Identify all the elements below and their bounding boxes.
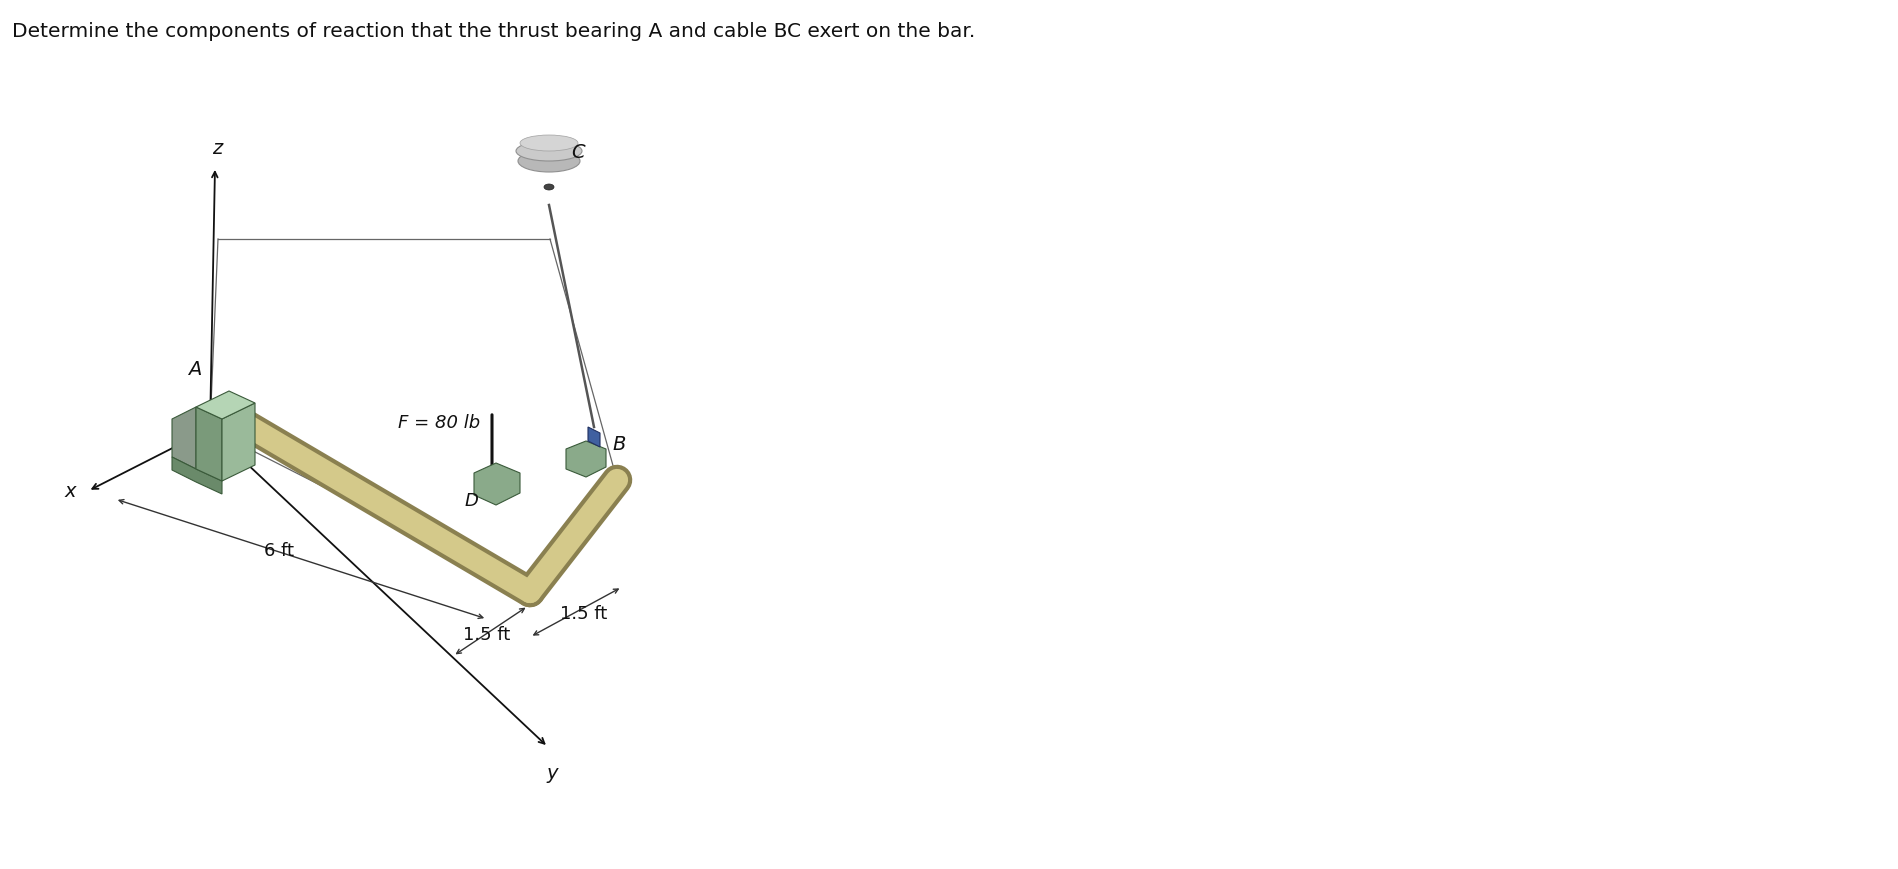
Text: F = 80 lb: F = 80 lb — [399, 414, 480, 432]
Ellipse shape — [516, 142, 583, 162]
Text: 1.5 ft: 1.5 ft — [560, 604, 607, 622]
Polygon shape — [222, 403, 254, 481]
Polygon shape — [566, 441, 605, 477]
Text: C: C — [571, 143, 585, 162]
Polygon shape — [195, 408, 222, 481]
Text: 1.5 ft: 1.5 ft — [463, 626, 511, 643]
Text: 6 ft: 6 ft — [264, 541, 294, 560]
Polygon shape — [588, 428, 600, 448]
Ellipse shape — [518, 151, 581, 173]
Text: y: y — [547, 763, 558, 782]
Text: z: z — [213, 139, 222, 158]
Polygon shape — [173, 408, 195, 469]
Text: B: B — [611, 434, 624, 454]
Polygon shape — [474, 463, 520, 506]
Text: x: x — [65, 482, 76, 501]
Polygon shape — [173, 457, 222, 494]
Text: D: D — [465, 492, 478, 509]
Text: A: A — [188, 360, 201, 379]
Ellipse shape — [520, 136, 579, 152]
Ellipse shape — [545, 185, 554, 191]
Polygon shape — [195, 392, 254, 420]
Text: Determine the components of reaction that the thrust bearing A and cable BC exer: Determine the components of reaction tha… — [11, 22, 976, 41]
